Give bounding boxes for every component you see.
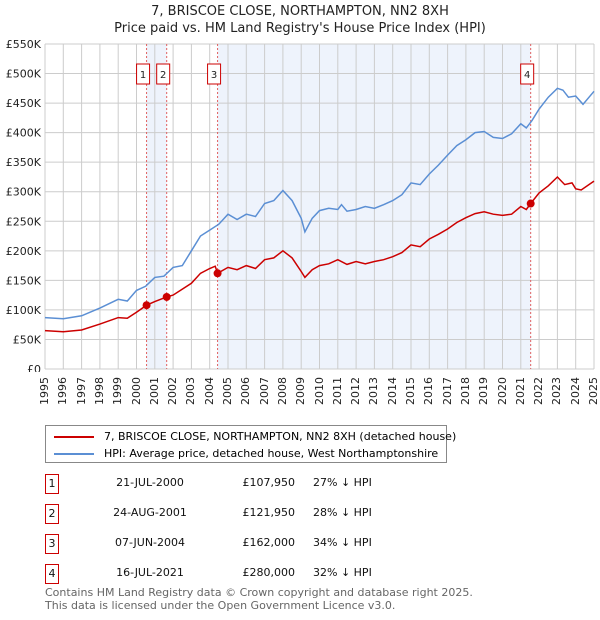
sale-point (526, 199, 535, 208)
sale-hpi-diff: 27% ↓ HPI (313, 476, 372, 489)
x-tick-label: 2001 (147, 377, 161, 405)
legend-item-property: 7, BRISCOE CLOSE, NORTHAMPTON, NN2 8XH (… (54, 430, 456, 443)
y-tick-label: £550K (6, 38, 42, 51)
x-tick-label: 2008 (275, 377, 289, 405)
sale-marker-box (207, 63, 222, 85)
sale-marker-label: 2 (160, 70, 166, 81)
x-tick-label: 2012 (349, 377, 363, 405)
x-tick-label: 2023 (550, 377, 564, 405)
sale-point (213, 269, 222, 278)
x-tick-label: 2013 (367, 377, 381, 405)
y-tick-label: £450K (6, 97, 42, 110)
x-tick-label: 1996 (56, 377, 70, 405)
x-tick-label: 2005 (221, 377, 234, 405)
sale-hpi-diff: 28% ↓ HPI (313, 506, 372, 519)
footer-copyright: Contains HM Land Registry data © Crown c… (45, 586, 473, 599)
legend-item-hpi: HPI: Average price, detached house, West… (54, 447, 438, 460)
x-tick-label: 1997 (74, 377, 88, 405)
sale-number: 3 (45, 534, 59, 554)
sale-price: £162,000 (242, 536, 296, 549)
legend-label-hpi: HPI: Average price, detached house, West… (104, 447, 439, 460)
x-tick-label: 2015 (404, 377, 417, 405)
x-tick-label: 2010 (312, 377, 326, 405)
sale-price: £107,950 (242, 476, 296, 489)
y-tick-label: £200K (6, 245, 42, 258)
x-tick-label: 2019 (477, 377, 491, 405)
sale-marker-label: 1 (140, 70, 146, 81)
x-tick-label: 2000 (129, 377, 143, 405)
price-chart: £0 £50K £100K £150K £200K £250K £300K £350K £400… (6, 38, 595, 372)
legend: 7, BRISCOE CLOSE, NORTHAMPTON, NN2 8XH (… (45, 425, 456, 463)
x-tick-label: 2021 (513, 377, 527, 405)
y-tick-label: £500K (6, 68, 42, 81)
chart-subtitle: Price paid vs. HM Land Registry's House … (114, 21, 486, 36)
x-tick-label: 2002 (166, 377, 180, 405)
x-tick-label: 2009 (294, 377, 308, 405)
x-tick-label: 2011 (330, 377, 344, 405)
sale-number: 1 (45, 474, 59, 494)
sale-date: 24-AUG-2001 (113, 506, 187, 519)
y-tick-label: £400K (6, 127, 42, 140)
x-tick-label: 2018 (458, 377, 472, 405)
x-tick-label: 2014 (385, 377, 399, 405)
hpi-line-swatch (54, 452, 94, 455)
x-tick-label: 2025 (587, 377, 600, 405)
sale-number: 4 (45, 564, 59, 584)
x-tick-label: 2003 (184, 377, 198, 405)
sale-price: £121,950 (242, 506, 296, 519)
x-tick-label: 2022 (532, 377, 546, 405)
sale-hpi-diff: 32% ↓ HPI (313, 566, 372, 579)
x-tick-label: 2020 (495, 377, 509, 405)
x-tick-label: 2007 (257, 377, 271, 405)
x-tick-label: 2006 (239, 377, 253, 405)
x-tick-label: 2016 (422, 377, 436, 405)
chart-title: 7, BRISCOE CLOSE, NORTHAMPTON, NN2 8XH (151, 4, 449, 19)
x-tick-label: 1998 (92, 377, 106, 405)
footer-licence: This data is licensed under the Open Gov… (45, 599, 396, 612)
sale-marker-box (520, 63, 535, 85)
y-tick-label: £250K (6, 215, 42, 228)
x-tick-label: 2024 (568, 377, 582, 405)
sale-marker-label: 4 (524, 70, 530, 81)
y-tick-label: £0 (27, 363, 41, 372)
property-line-swatch (54, 435, 94, 438)
sale-point (142, 301, 151, 310)
y-tick-label: £150K (6, 274, 42, 287)
x-tick-label: 2004 (202, 377, 216, 405)
x-tick-label: 2017 (440, 377, 454, 405)
sale-hpi-diff: 34% ↓ HPI (313, 536, 372, 549)
legend-label-property: 7, BRISCOE CLOSE, NORTHAMPTON, NN2 8XH (… (104, 430, 457, 443)
y-tick-label: £350K (6, 156, 42, 169)
x-tick-label: 1999 (111, 377, 125, 405)
shaded-period (146, 44, 167, 369)
x-tick-label: 1995 (38, 377, 51, 405)
sale-price: £280,000 (242, 566, 296, 579)
property-series-line (44, 175, 595, 333)
sale-point (162, 292, 171, 301)
y-tick-label: £50K (13, 333, 42, 346)
sale-marker-box (156, 63, 171, 85)
sale-marker-label: 3 (211, 70, 217, 81)
sale-date: 16-JUL-2021 (116, 566, 184, 579)
sale-date: 07-JUN-2004 (114, 536, 186, 549)
y-tick-label: £300K (6, 186, 42, 199)
sale-date: 21-JUL-2000 (116, 476, 184, 489)
sale-number: 2 (45, 504, 59, 524)
hpi-series-line (44, 87, 595, 320)
y-tick-label: £100K (6, 304, 42, 317)
sale-marker-box (136, 63, 151, 85)
